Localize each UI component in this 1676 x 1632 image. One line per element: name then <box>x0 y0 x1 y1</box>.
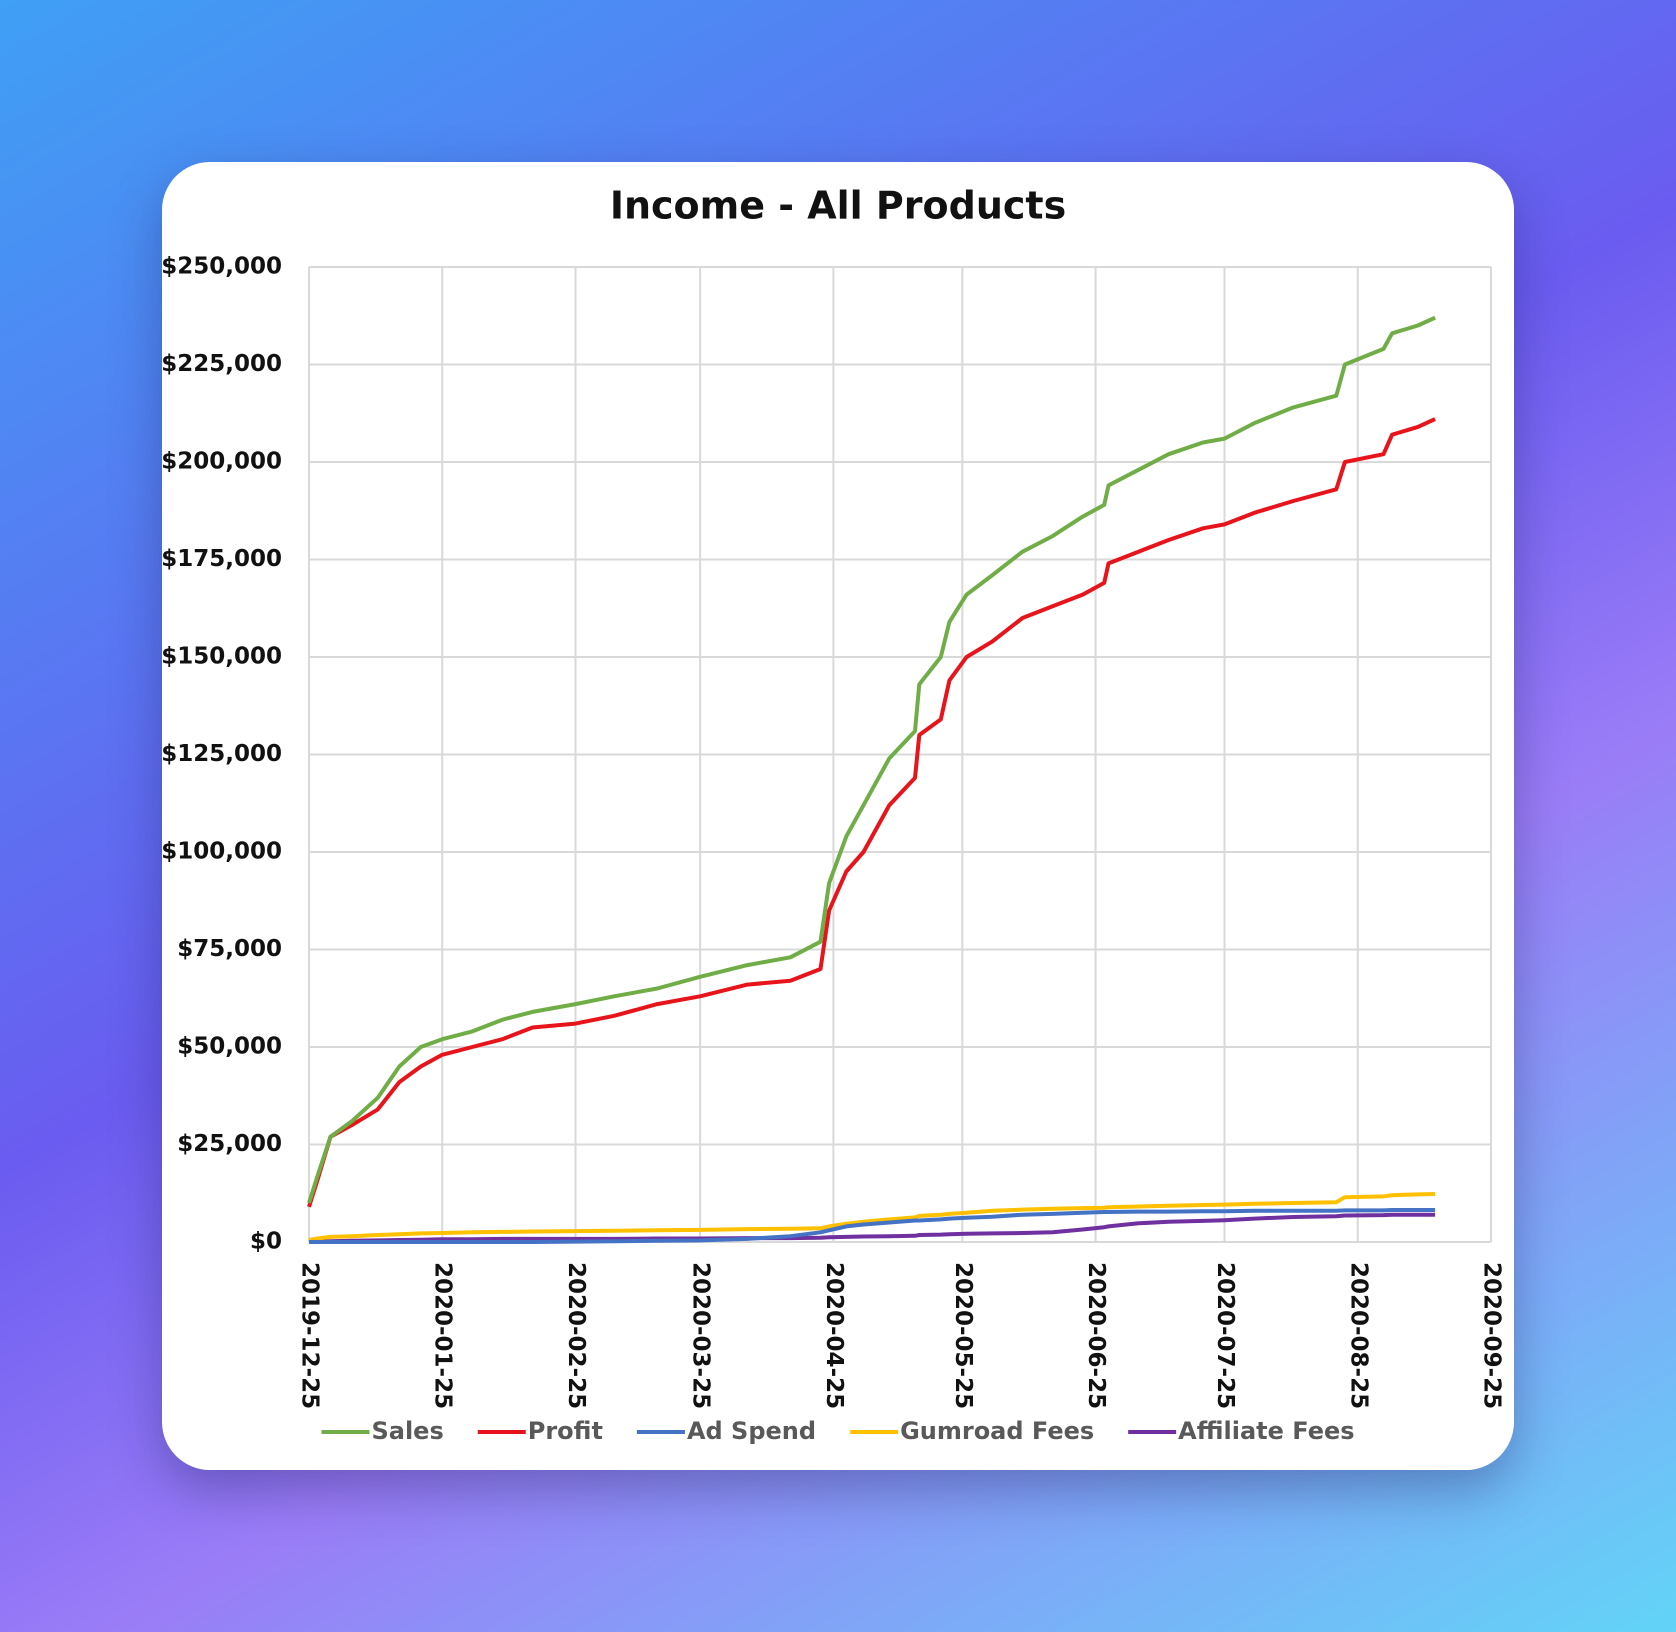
y-tick-label: $250,000 <box>161 254 282 280</box>
legend-label: Sales <box>371 1417 443 1445</box>
y-tick-label: $0 <box>250 1229 282 1255</box>
series-line <box>308 1192 1436 1242</box>
legend-label: Gumroad Fees <box>900 1417 1094 1445</box>
x-tick-label: 2020-02-25 <box>563 1262 589 1409</box>
y-tick-label: $125,000 <box>161 741 282 767</box>
x-tick-label: 2020-06-25 <box>1083 1262 1109 1409</box>
y-tick-label: $150,000 <box>161 644 282 670</box>
chart-title: Income - All Products <box>610 184 1066 228</box>
y-tick-label: $225,000 <box>161 351 282 377</box>
series-line <box>307 417 1436 1208</box>
x-tick-label: 2020-01-25 <box>430 1262 456 1409</box>
legend-label: Profit <box>528 1417 603 1445</box>
y-tick-label: $100,000 <box>161 839 282 865</box>
x-tick-label: 2020-03-25 <box>688 1262 714 1409</box>
x-tick-label: 2019-12-25 <box>297 1262 323 1409</box>
series-line <box>308 1212 1436 1244</box>
series-line <box>309 1208 1436 1244</box>
legend-label: Ad Spend <box>687 1417 816 1445</box>
y-tick-label: $50,000 <box>177 1034 282 1060</box>
y-tick-label: $75,000 <box>177 936 282 962</box>
x-tick-label: 2020-04-25 <box>821 1262 847 1409</box>
card <box>162 162 1514 1470</box>
x-tick-label: 2020-08-25 <box>1345 1262 1371 1409</box>
y-tick-label: $200,000 <box>161 449 282 475</box>
x-tick-label: 2020-05-25 <box>950 1262 976 1409</box>
y-tick-label: $175,000 <box>161 546 282 572</box>
legend-label: Affiliate Fees <box>1178 1417 1354 1445</box>
series-line <box>307 315 1436 1204</box>
x-tick-label: 2020-07-25 <box>1212 1262 1238 1409</box>
y-tick-label: $25,000 <box>177 1131 282 1157</box>
x-tick-label: 2020-09-25 <box>1479 1262 1505 1409</box>
